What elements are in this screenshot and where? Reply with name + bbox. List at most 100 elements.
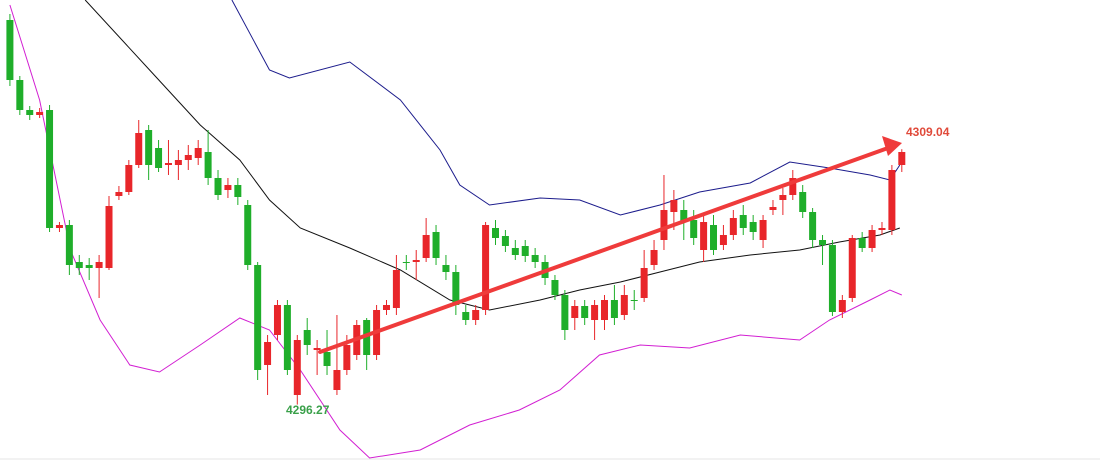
- candle-body: [125, 165, 133, 192]
- candle-body: [491, 228, 499, 238]
- candle-body: [422, 235, 430, 258]
- candle-body: [690, 220, 698, 238]
- candle-body: [273, 305, 281, 335]
- candle-body: [848, 238, 856, 298]
- candle-body: [174, 160, 182, 165]
- candle-body: [809, 212, 817, 240]
- arrow-head: [882, 136, 902, 156]
- candle-body: [392, 270, 400, 308]
- candle-body: [620, 295, 628, 315]
- candle-body: [135, 133, 143, 165]
- candle-body: [105, 206, 113, 268]
- candle-body: [660, 210, 668, 240]
- bands: [9, 0, 902, 459]
- candle-body: [303, 330, 311, 345]
- candle-body: [531, 255, 539, 262]
- candle-body: [254, 265, 262, 370]
- candle-body: [700, 222, 708, 250]
- candle-body: [680, 210, 688, 222]
- trend-arrow: [318, 136, 902, 354]
- low-label: 4296.27: [286, 403, 330, 417]
- candle-body: [501, 236, 509, 246]
- candle-body: [462, 312, 470, 320]
- candle-body: [749, 222, 757, 232]
- candle-body: [838, 300, 846, 312]
- candle-body: [333, 370, 341, 390]
- candle-body: [26, 110, 34, 115]
- candle-body: [363, 320, 371, 355]
- candle-body: [145, 130, 153, 165]
- candle-body: [452, 272, 460, 305]
- band-line: [231, 0, 901, 216]
- candle-body: [710, 225, 718, 250]
- candle-body: [6, 20, 14, 80]
- candle-body: [55, 225, 63, 228]
- candle-body: [442, 265, 450, 272]
- candle-body: [799, 192, 807, 212]
- candle-body: [412, 260, 420, 262]
- candles: [6, 14, 906, 405]
- candle-body: [601, 300, 609, 320]
- candle-body: [610, 300, 618, 318]
- candle-body: [640, 268, 648, 298]
- candle-body: [630, 300, 638, 301]
- candle-body: [828, 245, 836, 312]
- band-line: [9, 4, 902, 459]
- candle-body: [224, 185, 232, 190]
- candle-body: [95, 262, 103, 268]
- candle-body: [313, 348, 321, 350]
- candle-body: [551, 280, 559, 295]
- candle-body: [472, 310, 480, 320]
- candle-body: [75, 262, 83, 268]
- candle-body: [293, 340, 301, 395]
- candle-body: [214, 178, 222, 195]
- candle-body: [858, 238, 866, 248]
- candle-body: [283, 305, 291, 370]
- candle-body: [670, 200, 678, 212]
- candle-body: [184, 155, 192, 160]
- candle-body: [85, 265, 93, 268]
- candle-body: [36, 112, 44, 115]
- candle-body: [382, 305, 390, 310]
- candle-body: [521, 246, 529, 256]
- candle-body: [759, 220, 767, 240]
- candle-body: [729, 218, 737, 235]
- candle-body: [65, 225, 73, 265]
- candle-body: [482, 225, 490, 310]
- candle-body: [16, 80, 24, 110]
- candle-body: [194, 148, 202, 158]
- candle-body: [868, 230, 876, 248]
- candle-body: [878, 228, 886, 230]
- candle-body: [323, 352, 331, 366]
- band-line: [84, 0, 900, 311]
- candle-body: [164, 163, 172, 165]
- candle-body: [432, 232, 440, 258]
- candle-body: [739, 215, 747, 228]
- candle-body: [402, 262, 410, 263]
- candle-body: [789, 178, 797, 195]
- candle-body: [719, 235, 727, 245]
- candle-body: [591, 305, 599, 320]
- candle-body: [888, 170, 896, 230]
- candle-body: [155, 148, 163, 168]
- candle-body: [234, 185, 242, 197]
- candle-body: [769, 207, 777, 210]
- candle-body: [571, 306, 579, 318]
- arrow-shaft: [318, 146, 890, 354]
- candle-body: [561, 295, 569, 330]
- candle-body: [244, 205, 252, 265]
- candle-body: [204, 152, 212, 178]
- candle-body: [819, 240, 827, 245]
- candle-body: [779, 195, 787, 200]
- high-label: 4309.04: [906, 125, 950, 139]
- candle-body: [898, 152, 906, 165]
- candle-body: [650, 250, 658, 265]
- candle-body: [511, 248, 519, 255]
- candle-body: [115, 192, 123, 196]
- candle-body: [581, 306, 589, 318]
- candle-body: [46, 110, 54, 228]
- candle-body: [343, 345, 351, 370]
- candle-body: [264, 342, 272, 365]
